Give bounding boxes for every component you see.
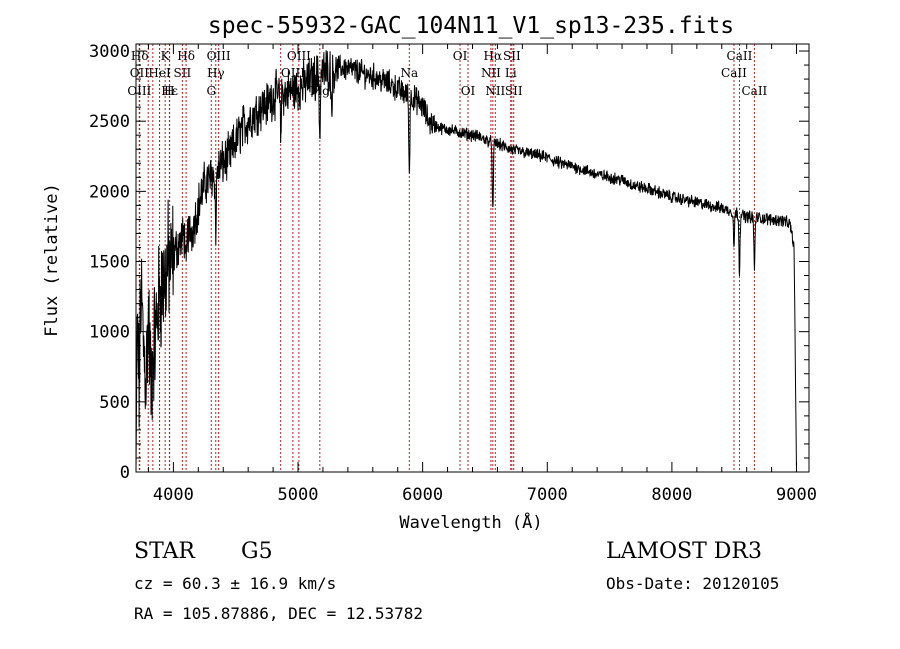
plot-frame bbox=[135, 43, 810, 473]
obs-date-text: Obs-Date: 20120105 bbox=[606, 574, 780, 593]
y-tick-label: 1500 bbox=[89, 253, 130, 273]
coordinates-text: RA = 105.87886, DEC = 12.53782 bbox=[134, 604, 423, 623]
line-marker-label: SII bbox=[503, 49, 521, 63]
y-tick-label: 0 bbox=[120, 463, 130, 483]
line-marker-label: NII bbox=[485, 84, 505, 98]
line-marker-label: Li bbox=[505, 66, 517, 80]
line-marker-label: Hα bbox=[484, 49, 503, 63]
line-marker-label: CaII bbox=[721, 66, 747, 80]
line-marker-label: K bbox=[161, 49, 171, 63]
line-marker-label: OIII bbox=[207, 49, 231, 63]
line-marker-label: G bbox=[206, 84, 216, 98]
line-markers bbox=[138, 44, 755, 472]
y-tick-label: 3000 bbox=[89, 42, 130, 62]
line-marker-label: CaII bbox=[727, 49, 753, 63]
line-marker-labels: HδOIIOIIIKHHeIHεSIIHδGHγOIIIOIIIOIIIMgNa… bbox=[127, 49, 767, 98]
line-marker-label: H bbox=[164, 84, 174, 98]
y-tick-label: 1000 bbox=[89, 323, 130, 343]
chart-title: spec-55932-GAC_104N11_V1_sp13-235.fits bbox=[208, 13, 734, 39]
x-axis-ticks: 4000 5000 6000 7000 8000 9000 bbox=[147, 44, 817, 505]
line-marker-label: NII bbox=[481, 66, 501, 80]
line-marker-label: OIII bbox=[127, 84, 151, 98]
y-tick-label: 2000 bbox=[89, 182, 130, 202]
y-tick-label: 2500 bbox=[89, 112, 130, 132]
line-marker-label: Hε bbox=[161, 84, 178, 98]
y-tick-label: 500 bbox=[99, 393, 130, 413]
y-axis-ticks: 0 500 1000 1500 2000 2500 3000 bbox=[89, 42, 809, 483]
redshift-text: cz = 60.3 ± 16.9 km/s bbox=[134, 574, 337, 593]
line-marker-label: OI bbox=[461, 84, 476, 98]
line-marker-label: Na bbox=[400, 66, 418, 80]
x-tick-label: 9000 bbox=[776, 485, 817, 505]
class-label: STAR bbox=[134, 539, 195, 564]
x-tick-label: 4000 bbox=[153, 485, 194, 505]
line-marker-label: OIII bbox=[281, 66, 305, 80]
x-tick-label: 8000 bbox=[651, 485, 692, 505]
line-marker-label: SII bbox=[174, 66, 192, 80]
line-marker-label: OI bbox=[453, 49, 468, 63]
line-marker-label: OII bbox=[130, 66, 150, 80]
line-marker-label: HeI bbox=[148, 66, 171, 80]
y-axis-label: Flux (relative) bbox=[42, 183, 62, 337]
x-tick-label: 6000 bbox=[402, 485, 443, 505]
line-marker-label: Hδ bbox=[131, 49, 149, 63]
line-marker-label: CaII bbox=[741, 84, 767, 98]
x-tick-label: 7000 bbox=[527, 485, 568, 505]
line-marker-label: Hγ bbox=[207, 66, 225, 80]
subclass-label: G5 bbox=[241, 539, 273, 564]
survey-label: LAMOST DR3 bbox=[606, 539, 762, 564]
line-marker-label: SII bbox=[505, 84, 523, 98]
x-tick-label: 5000 bbox=[278, 485, 319, 505]
line-marker-label: Hδ bbox=[177, 49, 195, 63]
line-marker-label: OIII bbox=[287, 49, 311, 63]
x-axis-label: Wavelength (Å) bbox=[399, 511, 542, 533]
flux-series-line bbox=[135, 50, 797, 473]
